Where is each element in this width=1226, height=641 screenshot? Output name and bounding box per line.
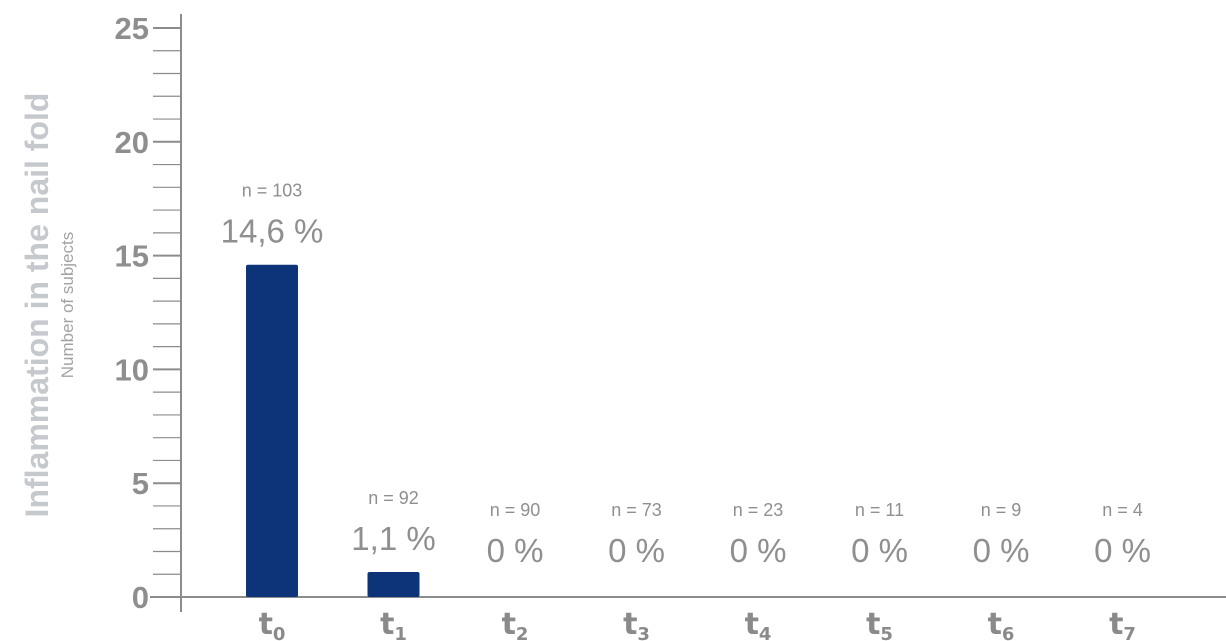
- y-minor-ticks: [153, 50, 181, 575]
- n-label: n = 11: [855, 500, 904, 520]
- value-label: 14,6 %: [221, 213, 324, 250]
- x-tick-label: t0: [259, 607, 286, 641]
- x-tick-label: t7: [1109, 607, 1136, 641]
- y-axis-label: Number of subjects: [58, 232, 77, 378]
- value-label: 0 %: [730, 532, 787, 569]
- value-label: 0 %: [1094, 532, 1151, 569]
- chart-title: Inflammation in the nail fold: [19, 93, 55, 518]
- value-label: 0 %: [487, 532, 544, 569]
- bars: [246, 264, 420, 597]
- y-tick-label: 5: [132, 466, 149, 501]
- y-tick-label: 25: [115, 11, 149, 46]
- value-label: 0 %: [973, 532, 1030, 569]
- x-tick-labels: t0 t1 t2 t3 t4 t5 t6 t7: [259, 607, 1136, 641]
- n-label: n = 90: [490, 500, 541, 520]
- n-label: n = 103: [242, 181, 303, 201]
- x-tick-label: t6: [988, 607, 1015, 641]
- x-tick-label: t4: [745, 607, 772, 641]
- n-label: n = 92: [368, 488, 419, 508]
- n-label: n = 23: [733, 500, 784, 520]
- value-label: 0 %: [608, 532, 665, 569]
- bar: [367, 571, 420, 597]
- n-label: n = 9: [981, 500, 1022, 520]
- value-label: 0 %: [851, 532, 908, 569]
- x-tick-label: t1: [380, 607, 407, 641]
- bar-annotations: 14,6 % n = 103 1,1 % n = 92 0 % n = 90 0 % n = …: [221, 181, 1151, 569]
- y-tick-label: 10: [115, 352, 149, 387]
- n-label: n = 4: [1102, 500, 1143, 520]
- x-tick-label: t3: [623, 607, 650, 641]
- y-major-ticks: 0 5 10 15 20 25: [115, 11, 181, 615]
- value-label: 1,1 %: [351, 520, 435, 557]
- y-tick-label: 15: [115, 239, 149, 274]
- x-tick-label: t2: [502, 607, 529, 641]
- y-tick-label: 0: [132, 580, 149, 615]
- y-tick-label: 20: [115, 125, 149, 160]
- n-label: n = 73: [611, 500, 662, 520]
- x-tick-label: t5: [866, 607, 893, 641]
- bar: [246, 264, 298, 597]
